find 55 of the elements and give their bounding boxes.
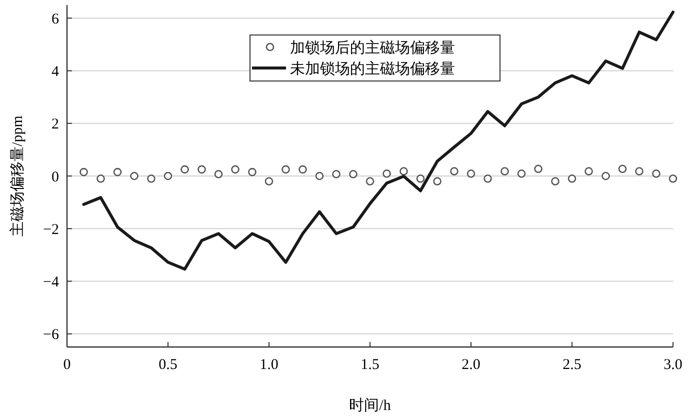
point (568, 174, 576, 183)
point (315, 172, 324, 180)
point (298, 165, 307, 174)
point (264, 177, 274, 186)
point (517, 169, 526, 178)
y-axis-title: 主磁场偏移量/ppm (9, 115, 26, 236)
point (466, 169, 476, 178)
x-tick-label: 3.0 (664, 357, 682, 373)
y-tick-label: 0 (52, 169, 59, 186)
legend-label: 加锁场后的主磁场偏移量 (290, 39, 455, 56)
y-tick-label: 2 (52, 116, 59, 133)
point (584, 167, 593, 176)
point (164, 172, 172, 180)
point (349, 170, 358, 178)
y-tick-label: −4 (43, 274, 60, 290)
line-series (82, 10, 674, 271)
point (618, 164, 627, 174)
point (130, 172, 138, 180)
y-tick-label: −6 (43, 327, 60, 344)
x-tick-label: 1.5 (360, 357, 380, 373)
point (248, 168, 256, 176)
point (147, 174, 156, 183)
point (366, 177, 374, 186)
point (96, 174, 105, 183)
x-tick-label: 2.5 (562, 357, 582, 373)
point (652, 169, 660, 178)
point (332, 170, 340, 178)
point (180, 165, 189, 174)
point (113, 168, 122, 176)
point (214, 170, 223, 178)
x-tick-label: 1.0 (260, 357, 278, 373)
point (500, 167, 509, 176)
point (635, 167, 644, 176)
x-tick-label: 0.5 (158, 357, 178, 373)
x-axis-title: 时间/h (349, 397, 392, 414)
point (551, 177, 560, 186)
y-tick-label: 6 (52, 11, 60, 28)
point (282, 165, 290, 174)
y-tick-label: 4 (52, 64, 60, 80)
point (400, 167, 408, 176)
point (382, 169, 391, 178)
point (450, 167, 458, 176)
x-tick-label: 2.0 (462, 357, 480, 373)
point (484, 174, 492, 183)
point (602, 172, 610, 180)
y-tick-label: −2 (43, 222, 59, 238)
point (534, 164, 542, 174)
point (198, 165, 206, 174)
point (416, 174, 425, 183)
point (668, 174, 678, 183)
point (80, 168, 88, 176)
legend-label: 未加锁场的主磁场偏移量 (290, 60, 455, 78)
point (231, 165, 240, 174)
x-tick-label: 0 (63, 357, 71, 373)
point (433, 177, 442, 186)
